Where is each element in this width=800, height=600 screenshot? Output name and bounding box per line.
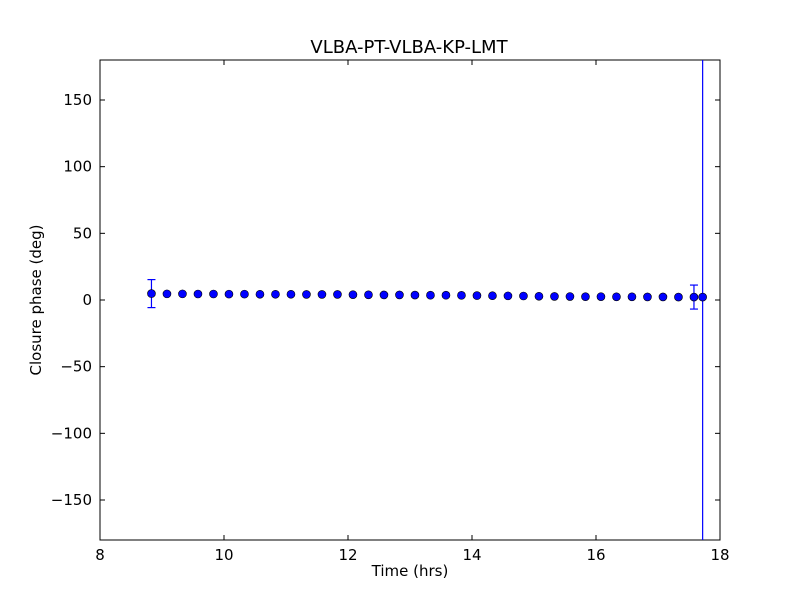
data-point	[348, 290, 358, 299]
data-point	[596, 292, 606, 301]
plot-area	[99, 59, 721, 541]
data-point	[317, 290, 327, 299]
plot-frame	[99, 59, 721, 541]
y-tick-label: 0	[82, 291, 92, 309]
x-tick-label: 14	[462, 546, 481, 564]
data-point	[581, 292, 590, 301]
y-tick-label: −150	[51, 491, 92, 509]
data-point	[379, 290, 389, 300]
data-point	[364, 290, 373, 300]
data-point	[519, 291, 528, 301]
y-tick-label: 150	[63, 91, 92, 109]
x-axis-label: Time (hrs)	[371, 562, 449, 580]
data-points	[147, 289, 707, 302]
data-point	[302, 290, 311, 299]
y-tick-label: −100	[51, 424, 92, 442]
y-tick-label: 100	[63, 158, 92, 176]
x-axis: 8 10 12 14 16 18	[95, 60, 730, 564]
data-point	[488, 291, 497, 301]
data-point	[255, 289, 265, 299]
data-point	[441, 290, 451, 300]
data-point	[698, 292, 707, 302]
data-point	[503, 291, 513, 301]
data-point	[209, 289, 218, 299]
data-point	[472, 291, 482, 300]
data-point	[550, 292, 559, 301]
data-point	[162, 289, 172, 299]
data-point	[193, 289, 203, 299]
data-point	[333, 290, 342, 299]
error-bars	[147, 60, 704, 540]
y-tick-label: 50	[73, 224, 92, 242]
data-point	[658, 292, 668, 302]
x-tick-label: 12	[338, 546, 357, 564]
data-point	[271, 289, 280, 299]
data-point	[612, 292, 621, 302]
x-tick-label: 16	[586, 546, 605, 564]
data-point	[565, 292, 575, 301]
x-tick-label: 8	[95, 546, 105, 564]
data-point	[627, 292, 637, 302]
data-point	[689, 292, 699, 302]
chart-title: VLBA-PT-VLBA-KP-LMT	[310, 37, 508, 58]
data-point	[457, 291, 466, 300]
data-point	[643, 292, 652, 302]
data-point	[286, 289, 296, 299]
data-point	[674, 292, 683, 302]
data-point	[240, 289, 249, 299]
data-point	[147, 289, 156, 298]
data-point	[534, 291, 544, 301]
data-point	[224, 289, 234, 299]
x-tick-label: 18	[710, 546, 729, 564]
data-point	[426, 290, 435, 300]
y-tick-label: −50	[60, 358, 92, 376]
data-point	[178, 289, 187, 299]
x-tick-label: 10	[214, 546, 233, 564]
data-point	[395, 290, 404, 300]
y-axis: 150 100 50 0 −50 −100 −150	[51, 91, 720, 509]
y-axis-label: Closure phase (deg)	[27, 225, 45, 376]
data-point	[410, 290, 420, 300]
